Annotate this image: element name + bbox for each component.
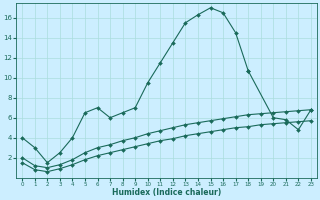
X-axis label: Humidex (Indice chaleur): Humidex (Indice chaleur) (112, 188, 221, 197)
